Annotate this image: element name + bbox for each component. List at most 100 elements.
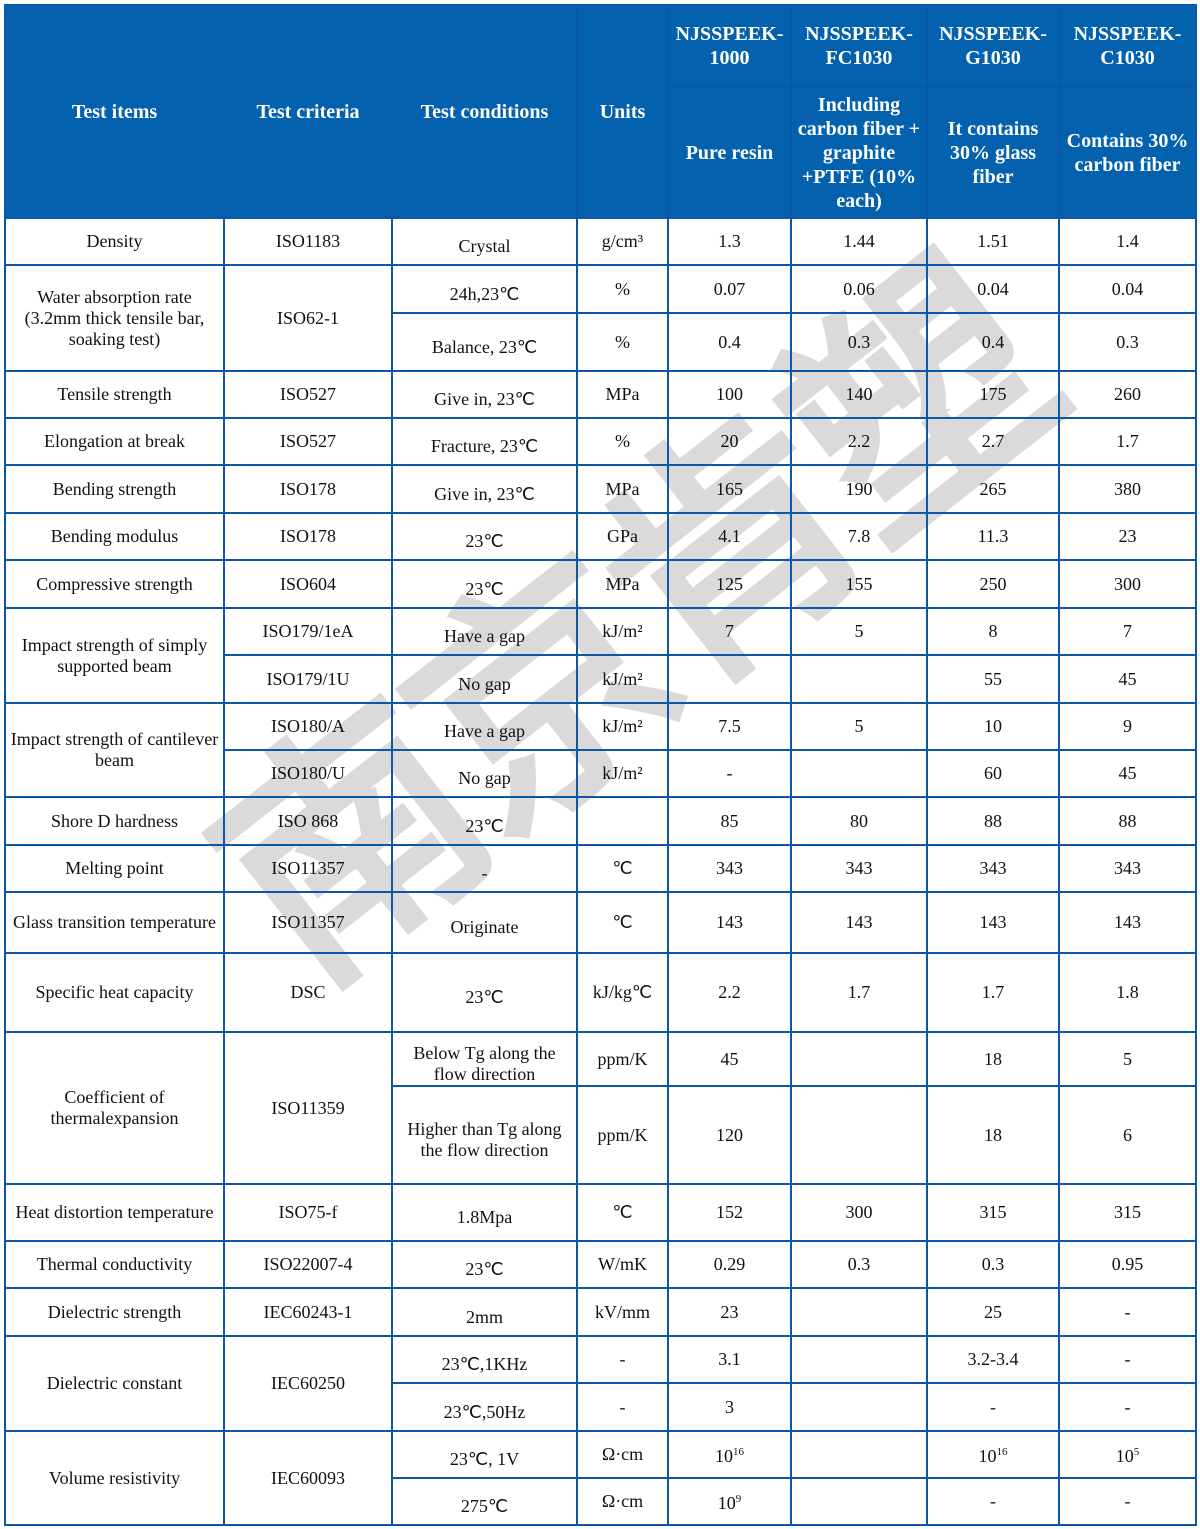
table-row: Melting point ISO11357- ℃ 343 343 343 343 [4, 844, 1197, 893]
test-criteria: ISO22007-4 [223, 1240, 393, 1289]
test-item: Glass transition temperature [4, 891, 225, 954]
test-criteria: ISO527 [223, 370, 393, 419]
table-row: Thermal conductivity ISO22007-4 23℃ W/mK 0.2… [4, 1240, 1197, 1289]
unit: kJ/m² [576, 749, 669, 798]
value-cell: - [1058, 1287, 1197, 1337]
value-cell: 1.7 [926, 952, 1060, 1033]
header-product-desc: It contains 30% glass fiber [926, 86, 1060, 219]
value-cell: 0.04 [926, 264, 1060, 314]
table-row: Compressive strength ISO604 23℃ MPa 125 155 25… [4, 559, 1197, 609]
value-cell: 45 [667, 1031, 792, 1087]
table-row: Volume resistivity IEC60093 23℃, 1V Ω·cm 101… [4, 1430, 1197, 1526]
unit: MPa [576, 559, 669, 609]
test-condition: Give in, 23℃ [391, 370, 578, 419]
value-cell: 0.3 [790, 1240, 928, 1289]
value-cell: - [926, 1477, 1060, 1526]
value-cell: 0.04 [1058, 264, 1197, 314]
test-criteria: ISO178 [223, 512, 393, 561]
header-product-name: NJSSPEEK-1000 [667, 4, 792, 88]
value-cell: - [926, 1382, 1060, 1432]
test-criteria: ISO179/1eA [223, 607, 393, 656]
value-cell: 20 [667, 417, 792, 466]
value-cell: 7 [667, 607, 792, 656]
test-condition: Fracture, 23℃ [391, 417, 578, 466]
test-criteria: IEC60093 [223, 1430, 393, 1526]
test-condition: No gap [391, 749, 578, 798]
test-condition: 2mm [391, 1287, 578, 1337]
value-cell: 0.06 [790, 264, 928, 314]
value-cell: 100 [667, 370, 792, 419]
table-row: Tensile strength ISO527 Give in, 23℃ MPa 100… [4, 370, 1197, 419]
unit: ℃ [576, 891, 669, 954]
table-row: Specific heat capacity DSC 23℃ kJ/kg℃ 2.2 1.7… [4, 952, 1197, 1033]
table-row: Impact strength of simply supported beam… [4, 607, 1197, 704]
test-condition: 23℃ [391, 1240, 578, 1289]
test-condition: 1.8Mpa [391, 1183, 578, 1242]
value-cell: 300 [790, 1183, 928, 1242]
table-row: Impact strength of cantilever beam ISO180… [4, 702, 1197, 798]
test-condition: Have a gap [391, 702, 578, 751]
test-criteria: DSC [223, 952, 393, 1033]
unit: % [576, 417, 669, 466]
value-cell: 7.8 [790, 512, 928, 561]
table-body: Density ISO1183 Crystal g/cm³ 1.3 1.44 1.51 1.4… [4, 217, 1197, 1526]
unit: ℃ [576, 844, 669, 893]
unit: kJ/m² [576, 654, 669, 704]
value-cell: 105 [1058, 1430, 1197, 1479]
value-cell [667, 654, 792, 704]
value-cell: - [1058, 1382, 1197, 1432]
value-cell: 143 [926, 891, 1060, 954]
unit: - [576, 1335, 669, 1384]
test-criteria: ISO1183 [223, 217, 393, 266]
value-cell [790, 1031, 928, 1087]
test-criteria: IEC60243-1 [223, 1287, 393, 1337]
test-condition: Have a gap [391, 607, 578, 656]
value-cell: 0.4 [667, 312, 792, 372]
value-base: 10 [717, 1493, 736, 1513]
value-cell: 3.2-3.4 [926, 1335, 1060, 1384]
unit: W/mK [576, 1240, 669, 1289]
test-condition: 23℃ [391, 512, 578, 561]
value-cell: 155 [790, 559, 928, 609]
table-row: Heat distortion temperature ISO75-f 1.8Mpa… [4, 1183, 1197, 1242]
value-cell: 0.29 [667, 1240, 792, 1289]
value-cell: 140 [790, 370, 928, 419]
test-criteria: IEC60250 [223, 1335, 393, 1432]
header-product-name: NJSSPEEK-G1030 [926, 4, 1060, 88]
test-item: Bending strength [4, 464, 225, 514]
value-cell: 2.2 [667, 952, 792, 1033]
unit: MPa [576, 464, 669, 514]
test-condition: Originate [391, 891, 578, 954]
test-item: Compressive strength [4, 559, 225, 609]
test-item: Bending modulus [4, 512, 225, 561]
test-item: Dielectric constant [4, 1335, 225, 1432]
value-cell: 380 [1058, 464, 1197, 514]
value-cell [790, 1085, 928, 1185]
value-cell: 3.1 [667, 1335, 792, 1384]
unit: ppm/K [576, 1085, 669, 1185]
value-cell: 55 [926, 654, 1060, 704]
test-criteria: ISO604 [223, 559, 393, 609]
value-base: 10 [715, 1446, 733, 1466]
test-item: Specific heat capacity [4, 952, 225, 1033]
value-cell [790, 1382, 928, 1432]
value-cell: 23 [667, 1287, 792, 1337]
value-cell: 1.44 [790, 217, 928, 266]
header-product-name: NJSSPEEK-C1030 [1058, 4, 1197, 88]
value-cell: 315 [926, 1183, 1060, 1242]
value-cell: 3 [667, 1382, 792, 1432]
test-item: Melting point [4, 844, 225, 893]
test-condition: 275℃ [391, 1477, 578, 1526]
test-item: Impact strength of simply supported beam [4, 607, 225, 704]
table-row: Glass transition temperature ISO11357 Orig… [4, 891, 1197, 954]
value-cell: 1.51 [926, 217, 1060, 266]
value-cell: 1.7 [1058, 417, 1197, 466]
header-product-desc: Pure resin [667, 86, 792, 219]
test-item: Tensile strength [4, 370, 225, 419]
unit [576, 796, 669, 846]
table-row: Balance, 23℃% 0.4 0.3 0.4 0.3 [5, 312, 1197, 372]
value-cell: 25 [926, 1287, 1060, 1337]
value-cell: 343 [1058, 844, 1197, 893]
unit: g/cm³ [576, 217, 669, 266]
value-cell: 343 [790, 844, 928, 893]
